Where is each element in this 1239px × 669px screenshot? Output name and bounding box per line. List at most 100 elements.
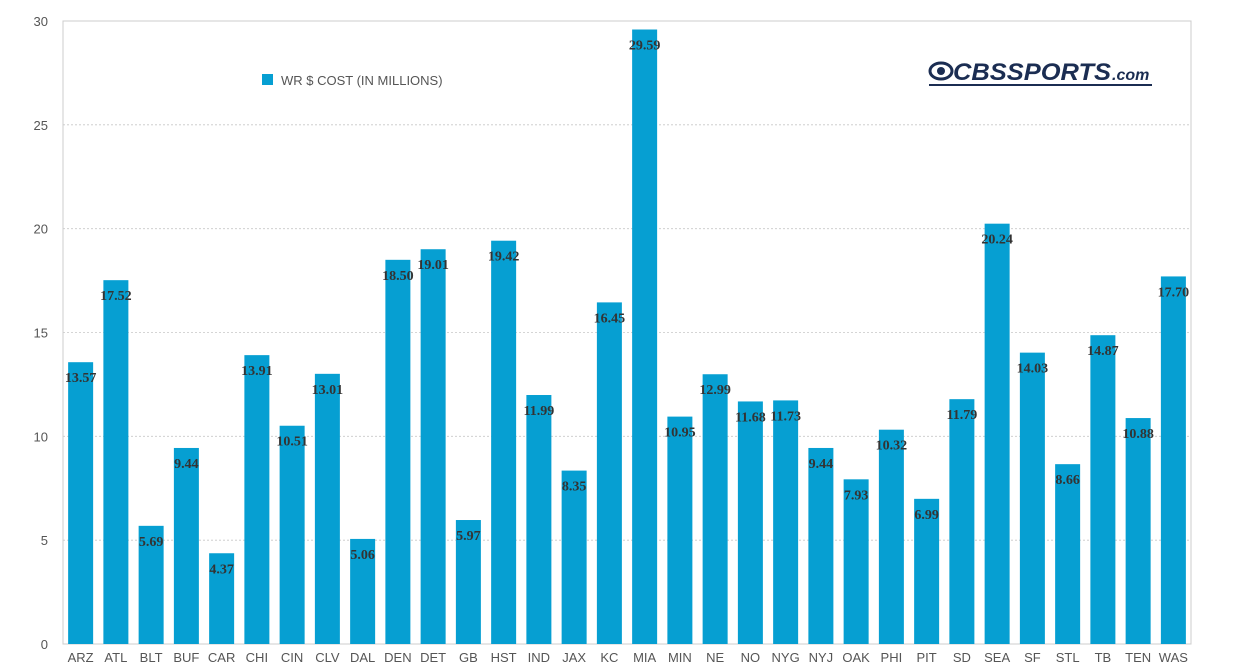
x-tick-label-kc: KC	[600, 650, 618, 665]
bar-hst	[491, 240, 517, 644]
data-label-jax: 8.35	[562, 480, 587, 495]
x-tick-label-was: WAS	[1159, 650, 1188, 665]
legend-swatch	[262, 74, 273, 85]
bar-sea	[984, 223, 1010, 644]
data-labels: 13.57 17.52 5.69 9.44 4.37 13.91 10.51 13.01 5.0…	[65, 39, 1189, 578]
y-tick-label: 15	[34, 326, 48, 341]
bar-stl	[1055, 464, 1081, 644]
data-label-arz: 13.57	[65, 371, 97, 386]
x-tick-label-clv: CLV	[315, 650, 340, 665]
x-tick-label-blt: BLT	[140, 650, 163, 665]
data-label-dal: 5.06	[350, 548, 375, 563]
x-tick-label-tb: TB	[1095, 650, 1112, 665]
bar-jax	[561, 470, 587, 644]
data-label-det: 19.01	[417, 258, 449, 273]
x-tick-label-ten: TEN	[1125, 650, 1151, 665]
y-tick-label: 10	[34, 429, 48, 444]
bar-det	[420, 249, 446, 645]
x-tick-label-sea: SEA	[984, 650, 1010, 665]
x-tick-label-den: DEN	[384, 650, 411, 665]
plot-frame	[62, 20, 1192, 645]
bars	[68, 29, 1186, 645]
bar-arz	[68, 362, 94, 644]
data-label-nyj: 9.44	[809, 457, 834, 472]
data-label-was: 17.70	[1158, 285, 1190, 300]
x-tick-label-hst: HST	[491, 650, 517, 665]
data-label-car: 4.37	[209, 562, 234, 577]
data-label-gb: 5.97	[456, 529, 481, 544]
data-label-no: 11.68	[735, 410, 766, 425]
bar-tb	[1090, 335, 1116, 644]
x-tick-label-mia: MIA	[633, 650, 656, 665]
data-label-atl: 17.52	[100, 289, 132, 304]
x-tick-label-phi: PHI	[881, 650, 903, 665]
bar-cin	[279, 425, 305, 644]
legend: WR $ COST (IN MILLIONS)	[262, 73, 443, 88]
bar-kc	[596, 302, 622, 644]
y-tick-label: 30	[34, 14, 48, 29]
bar-blt	[138, 525, 164, 644]
y-axis-ticks: 0 5 10 15 20 25 30	[34, 14, 48, 652]
data-label-oak: 7.93	[844, 488, 869, 503]
x-tick-label-dal: DAL	[350, 650, 375, 665]
data-label-hst: 19.42	[488, 250, 520, 265]
bar-atl	[103, 280, 129, 644]
x-tick-label-nyg: NYG	[772, 650, 800, 665]
logo-suffix: .com	[1112, 67, 1149, 84]
data-label-cin: 10.51	[276, 435, 308, 450]
y-tick-label: 25	[34, 118, 48, 133]
x-tick-label-arz: ARZ	[68, 650, 94, 665]
x-tick-label-buf: BUF	[173, 650, 199, 665]
data-label-pit: 6.99	[914, 508, 939, 523]
bar-oak	[843, 479, 869, 644]
x-tick-label-sd: SD	[953, 650, 971, 665]
data-label-buf: 9.44	[174, 457, 199, 472]
bar-nyj	[808, 447, 834, 644]
bar-mia	[632, 29, 658, 644]
bar-sd	[949, 399, 975, 644]
data-label-sea: 20.24	[981, 233, 1013, 248]
x-tick-label-nyj: NYJ	[809, 650, 834, 665]
x-tick-label-jax: JAX	[562, 650, 586, 665]
bar-sf	[1019, 352, 1045, 644]
data-label-clv: 13.01	[312, 383, 344, 398]
bar-gb	[455, 520, 481, 644]
data-label-stl: 8.66	[1055, 473, 1080, 488]
data-label-kc: 16.45	[594, 311, 626, 326]
x-tick-label-stl: STL	[1056, 650, 1080, 665]
bar-car	[209, 553, 235, 644]
x-tick-label-min: MIN	[668, 650, 692, 665]
x-tick-label-ne: NE	[706, 650, 724, 665]
x-tick-label-cin: CIN	[281, 650, 303, 665]
legend-label: WR $ COST (IN MILLIONS)	[281, 73, 443, 88]
cbssports-logo: CBSSPORTS .com	[928, 59, 1152, 86]
x-tick-label-oak: OAK	[842, 650, 870, 665]
bar-buf	[173, 447, 199, 644]
bar-was	[1160, 276, 1186, 644]
y-tick-label: 0	[41, 637, 48, 652]
bar-clv	[314, 373, 340, 644]
bar-dal	[350, 538, 376, 644]
data-label-chi: 13.91	[241, 364, 273, 379]
x-tick-label-no: NO	[741, 650, 761, 665]
y-tick-label: 20	[34, 222, 48, 237]
bar-min	[667, 416, 693, 644]
logo-wordmark: CBSSPORTS	[953, 59, 1111, 86]
bar-pit	[914, 498, 940, 644]
data-label-nyg: 11.73	[770, 409, 801, 424]
bar-ne	[702, 374, 728, 644]
data-label-ind: 11.99	[524, 404, 555, 419]
bar-den	[385, 259, 411, 644]
bar-phi	[878, 429, 904, 644]
x-tick-label-pit: PIT	[917, 650, 937, 665]
data-label-den: 18.50	[382, 269, 414, 284]
data-label-sf: 14.03	[1017, 362, 1049, 377]
x-tick-label-ind: IND	[528, 650, 550, 665]
bar-chi	[244, 355, 270, 644]
x-tick-label-chi: CHI	[246, 650, 268, 665]
bar-ind	[526, 395, 552, 644]
cbs-eye-icon	[928, 61, 954, 81]
data-label-ten: 10.88	[1122, 427, 1154, 442]
bar-no	[737, 401, 763, 644]
x-tick-label-gb: GB	[459, 650, 478, 665]
